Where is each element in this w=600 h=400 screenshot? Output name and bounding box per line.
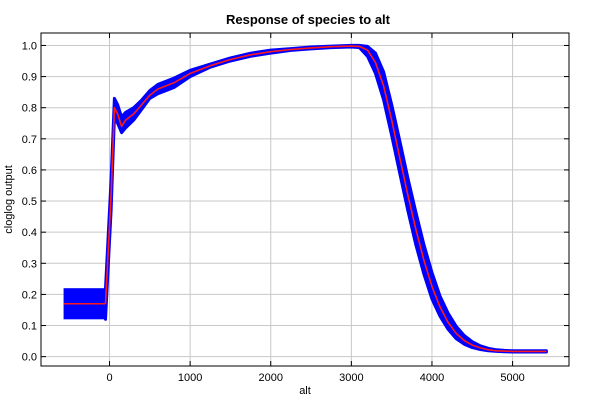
y-tick-label: 0.6: [22, 165, 37, 177]
x-tick-label: 2000: [258, 372, 282, 384]
mean-response-curve: [104, 45, 547, 353]
x-tick-label: 0: [106, 372, 112, 384]
y-tick-label: 0.0: [22, 352, 37, 364]
y-axis-ticks: 0.0 0.1 0.2 0.3 0.4 0.5 0.6 0.7 0.8 0.9 1.0: [22, 40, 569, 364]
mean-response-line: [63, 45, 547, 353]
y-tick-label: 1.0: [22, 40, 37, 52]
x-tick-label: 5000: [500, 372, 524, 384]
y-tick-label: 0.3: [22, 258, 37, 270]
y-tick-label: 0.8: [22, 103, 37, 115]
x-axis-ticks: 0 1000 2000 3000 4000 5000: [106, 33, 525, 384]
y-tick-label: 0.9: [22, 72, 37, 84]
y-tick-label: 0.7: [22, 134, 37, 146]
y-axis-label: cloglog output: [3, 165, 15, 234]
x-tick-label: 4000: [420, 372, 444, 384]
y-tick-label: 0.5: [22, 196, 37, 208]
y-tick-label: 0.4: [22, 227, 37, 239]
chart-title: Response of species to alt: [226, 12, 391, 27]
y-tick-label: 0.1: [22, 321, 37, 333]
x-axis-label: alt: [299, 385, 311, 397]
y-tick-label: 0.2: [22, 289, 37, 301]
x-tick-label: 1000: [178, 372, 202, 384]
grid-lines: [41, 33, 569, 366]
plot-frame: [40, 32, 570, 367]
x-tick-label: 3000: [339, 372, 363, 384]
